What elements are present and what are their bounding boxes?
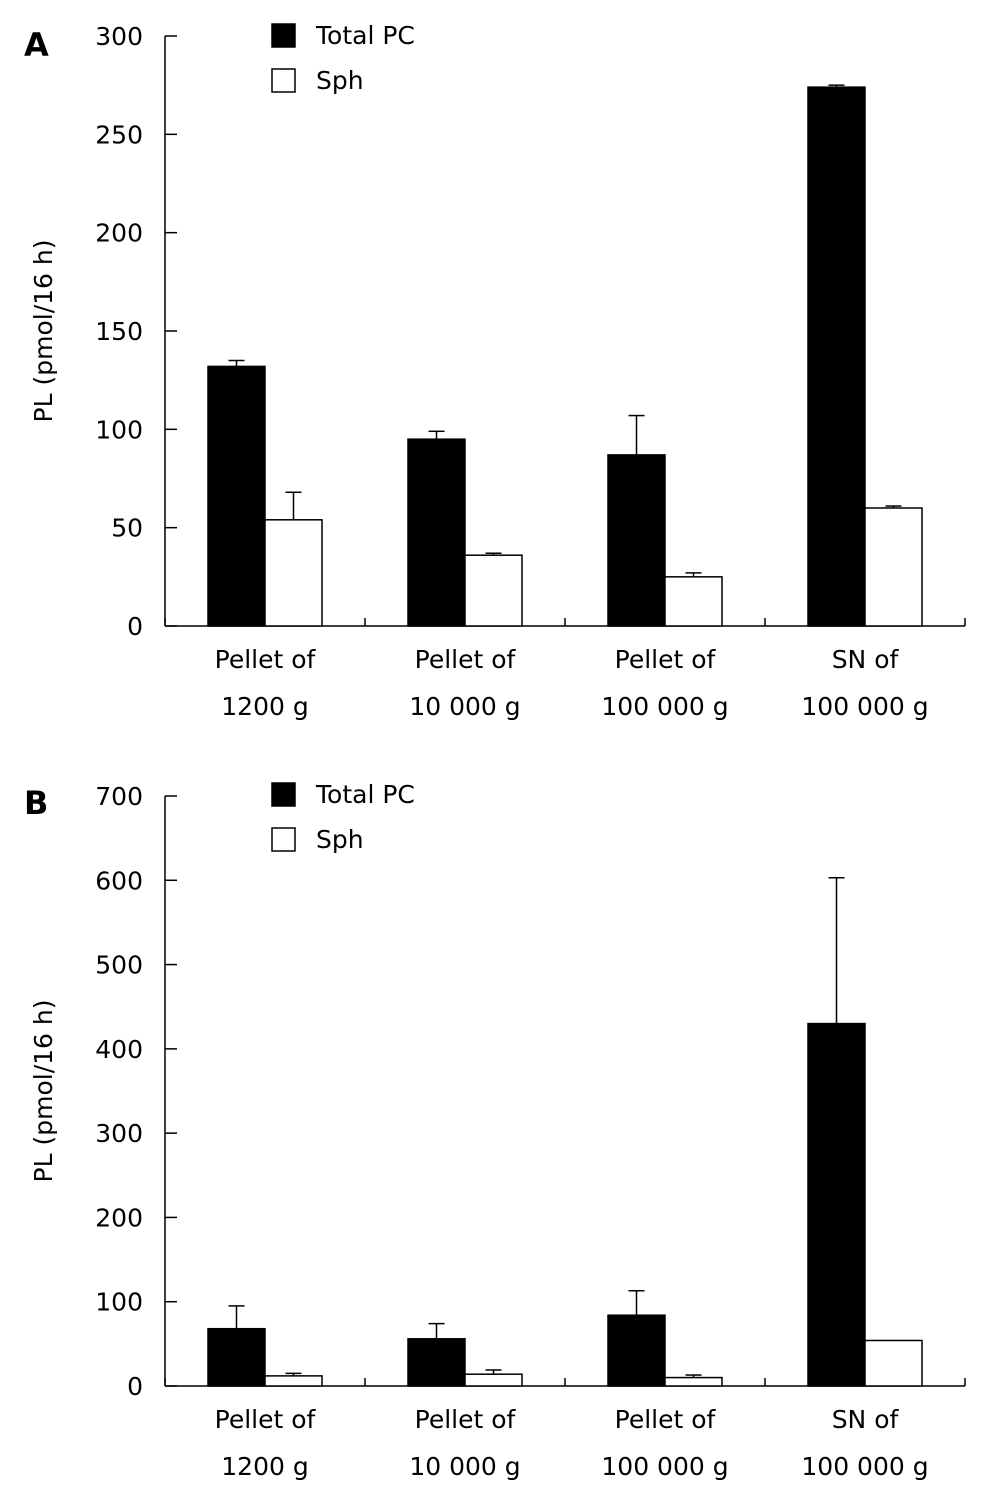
- y-tick-label: 200: [95, 219, 143, 248]
- y-axis-label: PL (pmol/16 h): [29, 240, 58, 423]
- panel-b: B 0 100 200 300 400 500 600 700 PL (pmol/16 h) Pel…: [24, 780, 966, 1481]
- category-label: 1200 g: [221, 1452, 308, 1481]
- bar-total-pc: [207, 1327, 266, 1387]
- legend-swatch-total-pc: [271, 23, 296, 48]
- y-tick-label: 100: [95, 1288, 143, 1317]
- panel-label: B: [24, 784, 48, 822]
- y-tick-label: 200: [95, 1203, 143, 1232]
- bar-sph: [464, 1373, 523, 1387]
- category-label: 100 000 g: [601, 1452, 728, 1481]
- category-label: 10 000 g: [409, 692, 520, 721]
- y-tick-label: 300: [95, 1119, 143, 1148]
- category-label: 10 000 g: [409, 1452, 520, 1481]
- category-label: SN of: [832, 1405, 900, 1434]
- bar-total-pc: [607, 454, 666, 627]
- legend-swatch-sph: [271, 68, 296, 93]
- bar-total-pc: [407, 1338, 466, 1387]
- legend-swatch-total-pc: [271, 782, 296, 807]
- category-label: SN of: [832, 645, 900, 674]
- y-tick-label: 300: [95, 22, 143, 51]
- category-label: Pellet of: [215, 645, 317, 674]
- legend-swatch-sph: [271, 827, 296, 852]
- bar-total-pc: [207, 365, 266, 627]
- category-label: 100 000 g: [801, 692, 928, 721]
- category-label: Pellet of: [415, 645, 517, 674]
- bar-total-pc: [807, 1022, 866, 1387]
- bar-sph: [664, 1376, 723, 1387]
- category-label: 100 000 g: [601, 692, 728, 721]
- category-label: Pellet of: [615, 645, 717, 674]
- panel-label: A: [24, 26, 49, 64]
- bar-total-pc: [607, 1314, 666, 1387]
- category-label: Pellet of: [415, 1405, 517, 1434]
- bar-sph: [264, 519, 323, 627]
- bar-sph: [464, 554, 523, 627]
- bar-sph: [664, 576, 723, 627]
- y-tick-label: 500: [95, 951, 143, 980]
- legend-label-total-pc: Total PC: [315, 21, 415, 50]
- legend-label-sph: Sph: [316, 66, 364, 95]
- y-tick-label: 100: [95, 415, 143, 444]
- y-tick-label: 400: [95, 1035, 143, 1064]
- legend-label-total-pc: Total PC: [315, 780, 415, 809]
- y-axis-label: PL (pmol/16 h): [29, 1000, 58, 1183]
- y-tick-label: 0: [127, 612, 143, 641]
- bar-sph: [864, 1339, 923, 1387]
- bar-total-pc: [807, 86, 866, 627]
- y-tick-label: 250: [95, 120, 143, 149]
- bar-sph: [264, 1375, 323, 1387]
- legend-label-sph: Sph: [316, 825, 364, 854]
- y-tick-label: 50: [111, 514, 143, 543]
- category-label: Pellet of: [215, 1405, 317, 1434]
- bar-sph: [864, 507, 923, 627]
- bar-total-pc: [407, 438, 466, 627]
- y-tick-label: 600: [95, 866, 143, 895]
- category-label: Pellet of: [615, 1405, 717, 1434]
- category-label: 100 000 g: [801, 1452, 928, 1481]
- panel-a: A 0 50 100 150 200 250 300 PL (pmol/16 h) Pellet …: [24, 21, 966, 721]
- y-tick-label: 700: [95, 782, 143, 811]
- y-tick-label: 0: [127, 1372, 143, 1401]
- category-label: 1200 g: [221, 692, 308, 721]
- y-tick-label: 150: [95, 317, 143, 346]
